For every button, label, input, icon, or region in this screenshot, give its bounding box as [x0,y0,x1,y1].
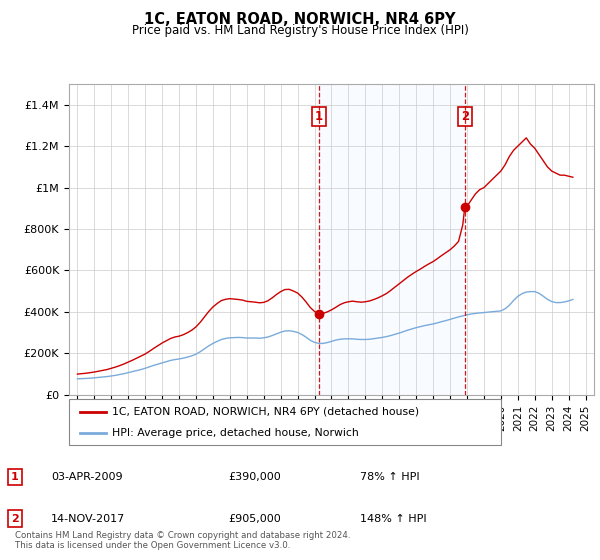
Text: 03-APR-2009: 03-APR-2009 [51,472,122,482]
Text: 148% ↑ HPI: 148% ↑ HPI [360,514,427,524]
Text: Contains HM Land Registry data © Crown copyright and database right 2024.
This d: Contains HM Land Registry data © Crown c… [15,530,350,550]
Text: 1C, EATON ROAD, NORWICH, NR4 6PY (detached house): 1C, EATON ROAD, NORWICH, NR4 6PY (detach… [112,407,419,417]
Text: 1: 1 [11,472,19,482]
Bar [319,84,465,395]
Text: 1: 1 [315,110,323,123]
Text: 1C, EATON ROAD, NORWICH, NR4 6PY: 1C, EATON ROAD, NORWICH, NR4 6PY [144,12,456,27]
Text: Price paid vs. HM Land Registry's House Price Index (HPI): Price paid vs. HM Land Registry's House … [131,24,469,37]
Text: £905,000: £905,000 [228,514,281,524]
Text: £390,000: £390,000 [228,472,281,482]
FancyBboxPatch shape [69,399,501,445]
Text: 14-NOV-2017: 14-NOV-2017 [51,514,125,524]
Text: HPI: Average price, detached house, Norwich: HPI: Average price, detached house, Norw… [112,428,359,438]
Text: 78% ↑ HPI: 78% ↑ HPI [360,472,419,482]
Text: 2: 2 [461,110,469,123]
Text: 2: 2 [11,514,19,524]
